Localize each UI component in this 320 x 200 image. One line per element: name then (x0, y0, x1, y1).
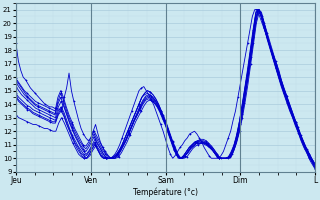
X-axis label: Température (°c): Température (°c) (133, 188, 198, 197)
